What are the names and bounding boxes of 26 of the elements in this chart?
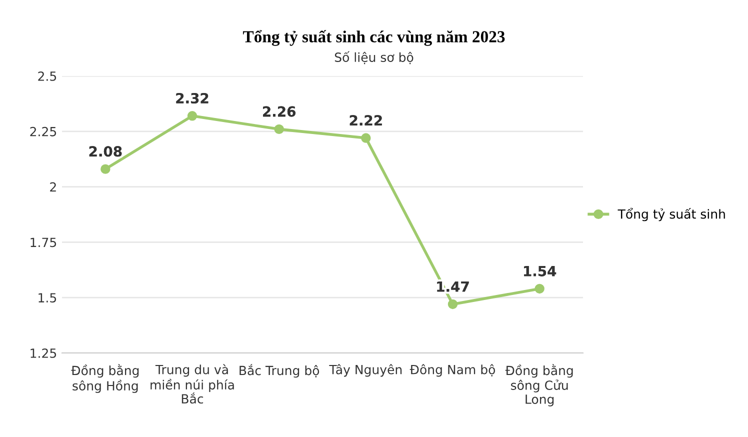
y-tick-label: 2.5 (38, 71, 56, 81)
point (448, 299, 458, 310)
chart-title: Tổng tỷ suất sinh các vùng năm 2023 (242, 30, 505, 46)
legend-label: Tổng tỷ suất sinh (618, 208, 725, 222)
x-tick-label: Bắc Trung bộ (240, 364, 320, 378)
x-tick-label: Tây Nguyên (329, 364, 402, 377)
chart-subtitle: Số liệu sơ bộ (334, 51, 414, 64)
point (187, 111, 198, 121)
x-tick-label: Đồng bằng sông Cửu Long (505, 364, 573, 406)
y-tick-label: 2.25 (30, 126, 56, 136)
x-tick-label: Đông Nam bộ (410, 364, 496, 377)
point (534, 284, 544, 294)
data-label: 2.08 (89, 146, 122, 157)
y-tick-label: 2 (50, 182, 56, 192)
y-tick-label: 1.25 (30, 348, 56, 358)
data-label: 2.32 (176, 92, 208, 104)
data-label: 1.54 (524, 266, 556, 276)
y-tick-label: 1.5 (38, 293, 56, 303)
y-tick-label: 1.75 (30, 238, 56, 248)
point (100, 164, 110, 174)
point (274, 124, 284, 134)
x-tick-label: Đồng bằng sông Hồng (71, 364, 139, 393)
data-label: 2.22 (350, 115, 382, 126)
point (361, 133, 371, 143)
x-tick-label: Trung du và miền núi phía Bắc (150, 364, 234, 404)
data-label: 2.26 (263, 106, 296, 117)
